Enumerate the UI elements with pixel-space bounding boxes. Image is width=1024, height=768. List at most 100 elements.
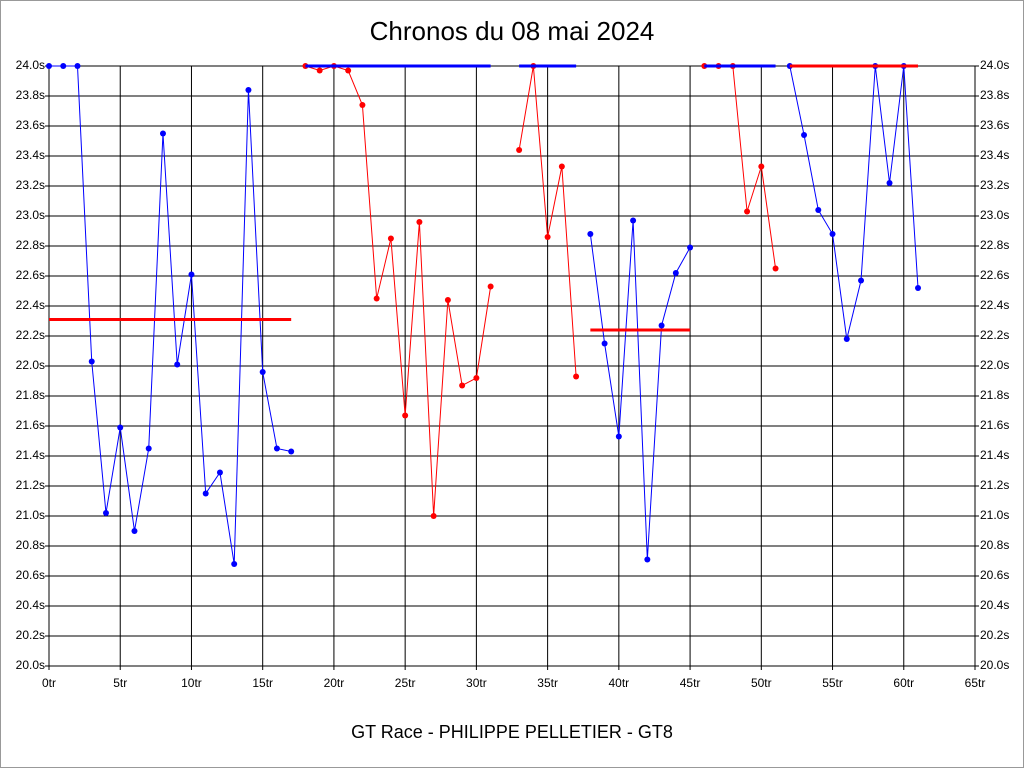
series-line [49,65,292,565]
y2-tick-label: 23.2s [980,178,1009,192]
point [359,102,366,108]
point [444,297,451,303]
x-tick-label: 35tr [537,676,558,690]
series-line [589,220,691,560]
point [259,369,266,375]
point [601,340,608,347]
point [387,235,394,242]
x-tick-label: 20tr [324,676,345,690]
point [644,556,651,563]
y-tick-label: 20.6s [16,568,45,582]
point [430,513,437,519]
y-tick-label: 23.0s [16,208,45,222]
point [60,63,67,69]
point [216,469,223,476]
y2-tick-label: 21.2s [980,478,1009,492]
point [758,163,765,170]
y2-tick-label: 21.0s [980,508,1009,522]
point [245,87,252,93]
point [402,412,409,419]
y2-tick-label: 23.6s [980,118,1009,132]
point [843,336,850,342]
y-tick-label: 23.6s [16,118,45,132]
point [744,208,751,215]
x-tick-label: 10tr [181,676,202,690]
x-axis-label: GT Race - PHILIPPE PELLETIER - GT8 [351,722,673,742]
point [672,270,679,276]
x-tick-label: 15tr [252,676,273,690]
point [373,295,380,302]
y2-tick-label: 23.8s [980,88,1009,102]
x-tick-label: 55tr [822,676,843,690]
point [772,265,779,272]
y-tick-label: 23.4s [16,148,45,162]
point [544,234,551,240]
point [288,448,295,455]
point [273,445,280,452]
y2-tick-label: 21.8s [980,388,1009,402]
y2-tick-label: 21.4s [980,448,1009,462]
point [74,63,81,69]
y2-tick-label: 22.8s [980,238,1009,252]
y2-tick-label: 24.0s [980,58,1009,72]
y-tick-label: 21.6s [16,418,45,432]
y2-tick-label: 22.6s [980,268,1009,282]
y2-tick-label: 20.6s [980,568,1009,582]
point [915,285,922,291]
point [459,382,466,389]
y-tick-label: 23.2s [16,178,45,192]
y-tick-label: 22.4s [16,298,45,312]
x-tick-label: 30tr [466,676,487,690]
point [687,244,694,251]
y-tick-label: 20.0s [16,658,45,672]
y2-tick-label: 23.0s [980,208,1009,222]
point [801,132,808,138]
point [615,433,622,440]
point [159,130,166,137]
y-tick-label: 23.8s [16,88,45,102]
x-tick-label: 0tr [42,676,56,690]
point [516,147,523,153]
point [131,528,138,534]
y2-tick-label: 20.4s [980,598,1009,612]
point [316,67,323,74]
x-tick-label: 65tr [965,676,986,690]
y-tick-label: 21.8s [16,388,45,402]
point [573,373,580,380]
x-tick-label: 50tr [751,676,772,690]
y2-tick-label: 22.2s [980,328,1009,342]
point [88,358,95,365]
point [102,510,109,516]
point [829,231,836,237]
point [416,219,423,225]
point [858,277,865,284]
y2-tick-label: 20.8s [980,538,1009,552]
point [658,322,665,329]
y2-tick-label: 20.0s [980,658,1009,672]
point [487,283,494,290]
y2-tick-label: 20.2s [980,628,1009,642]
x-tick-label: 45tr [680,676,701,690]
point [46,63,52,69]
point [202,490,209,497]
point [630,217,637,224]
point [815,207,822,213]
x-tick-label: 5tr [113,676,127,690]
point [174,361,181,368]
x-tick-label: 60tr [893,676,914,690]
point [145,445,152,452]
y2-tick-label: 23.4s [980,148,1009,162]
series-line [789,65,919,340]
y-tick-label: 20.2s [16,628,45,642]
point [886,180,893,186]
point [558,163,565,170]
y-tick-label: 22.8s [16,238,45,252]
x-tick-label: 40tr [609,676,630,690]
y2-tick-label: 22.0s [980,358,1009,372]
point [473,375,480,381]
point [587,231,594,237]
point [188,271,195,278]
y-tick-label: 21.4s [16,448,45,462]
y-tick-label: 21.0s [16,508,45,522]
